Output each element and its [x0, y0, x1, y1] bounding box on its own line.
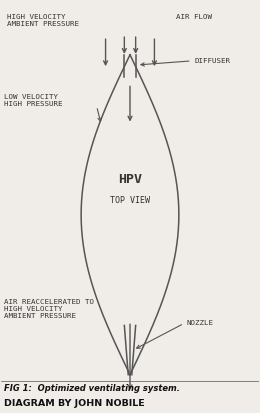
Text: DIAGRAM BY JOHN NOBILE: DIAGRAM BY JOHN NOBILE: [4, 399, 145, 408]
Text: TOP VIEW: TOP VIEW: [110, 196, 150, 205]
Text: NOZZLE: NOZZLE: [187, 320, 213, 326]
Text: AIR REACCELERATED TO
HIGH VELOCITY
AMBIENT PRESSURE: AIR REACCELERATED TO HIGH VELOCITY AMBIE…: [4, 299, 94, 319]
Text: HPV: HPV: [118, 173, 142, 186]
Text: DIFFUSER: DIFFUSER: [194, 58, 230, 64]
Text: AIR FLOW: AIR FLOW: [176, 14, 212, 20]
Text: HIGH VELOCITY
AMBIENT PRESSURE: HIGH VELOCITY AMBIENT PRESSURE: [6, 14, 79, 27]
Text: FIG 1:  Optimized ventilating system.: FIG 1: Optimized ventilating system.: [4, 384, 180, 393]
Text: LOW VELOCITY
HIGH PRESSURE: LOW VELOCITY HIGH PRESSURE: [4, 94, 62, 107]
